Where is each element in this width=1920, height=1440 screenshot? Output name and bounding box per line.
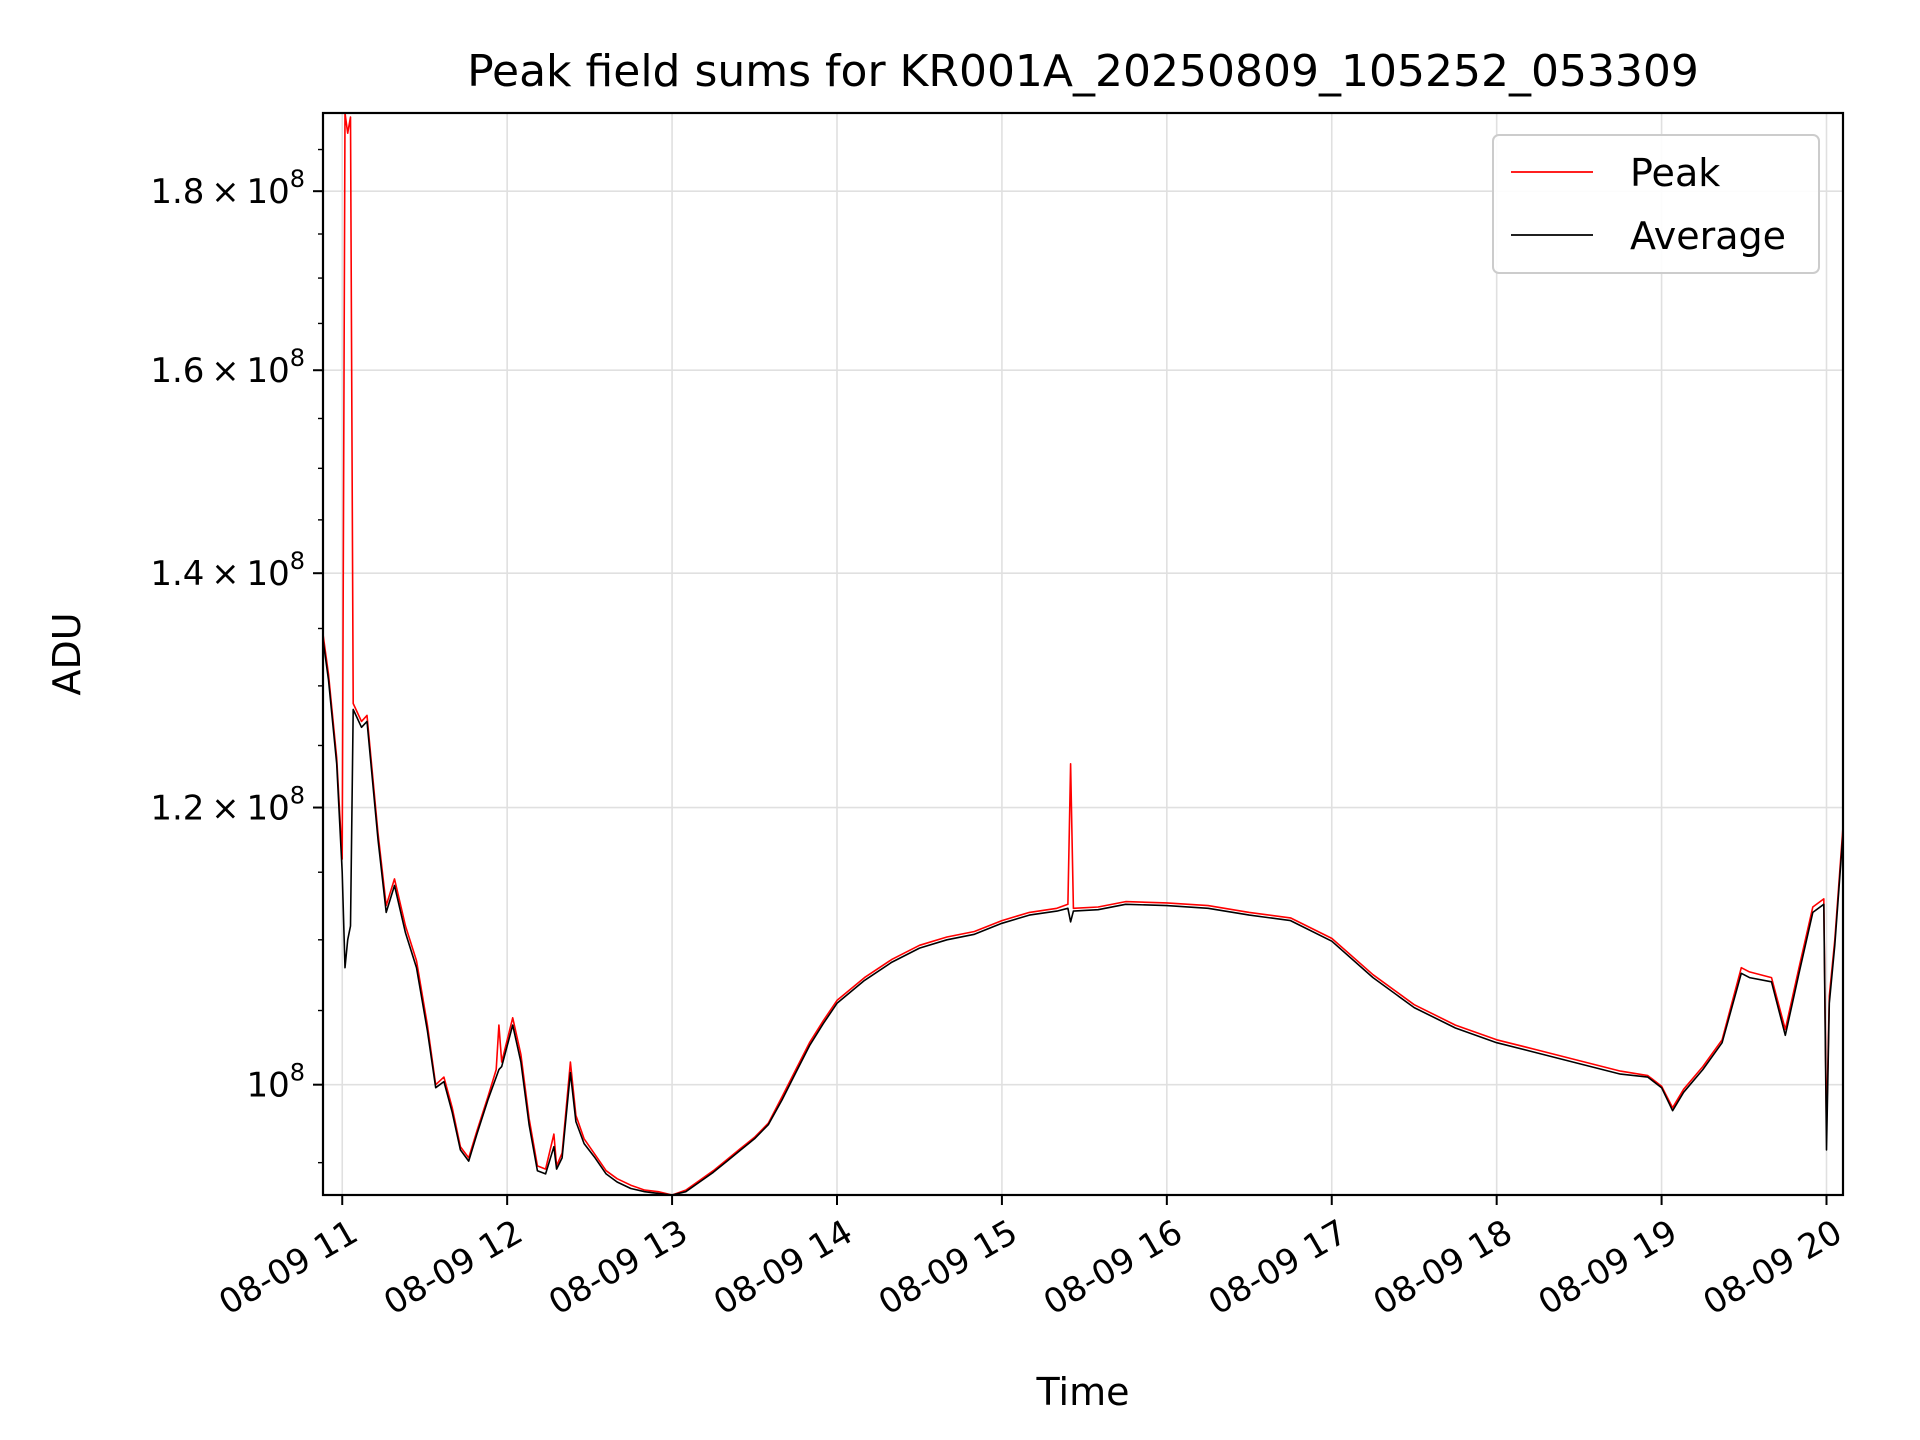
y-tick-exponent: 8 xyxy=(290,1059,305,1087)
y-axis-label: ADU xyxy=(45,612,89,695)
y-tick-label: 1.8 × 108 xyxy=(150,165,305,212)
series-line-peak xyxy=(322,112,1844,1196)
series-line-average xyxy=(322,639,1844,1196)
legend-label-average: Average xyxy=(1630,214,1786,258)
chart-title: Peak field sums for KR001A_20250809_1052… xyxy=(467,46,1699,97)
legend: Peak Average xyxy=(1492,134,1820,274)
y-tick-label: 1.2 × 108 xyxy=(150,782,305,829)
grid-layer xyxy=(323,113,1843,1195)
series-layer xyxy=(322,112,1844,1196)
y-tick-label: 1.6 × 108 xyxy=(150,344,305,391)
y-tick-exponent: 8 xyxy=(290,547,305,575)
legend-box xyxy=(1492,134,1820,274)
y-tick-exponent: 8 xyxy=(290,344,305,372)
plot-area-frame xyxy=(321,111,1845,1197)
y-tick-label: 108 xyxy=(246,1059,305,1106)
y-tick-exponent: 8 xyxy=(290,165,305,193)
y-tick-label: 1.4 × 108 xyxy=(150,547,305,594)
y-tick-base: 1.6 × 10 xyxy=(150,351,289,391)
y-tick-base: 1.8 × 10 xyxy=(150,172,289,212)
legend-label-peak: Peak xyxy=(1630,151,1720,195)
y-tick-base: 1.4 × 10 xyxy=(150,554,289,594)
x-axis-label: Time xyxy=(1036,1370,1130,1414)
y-tick-base: 10 xyxy=(246,1066,289,1106)
y-tick-base: 1.2 × 10 xyxy=(150,789,289,829)
y-tick-exponent: 8 xyxy=(290,782,305,810)
